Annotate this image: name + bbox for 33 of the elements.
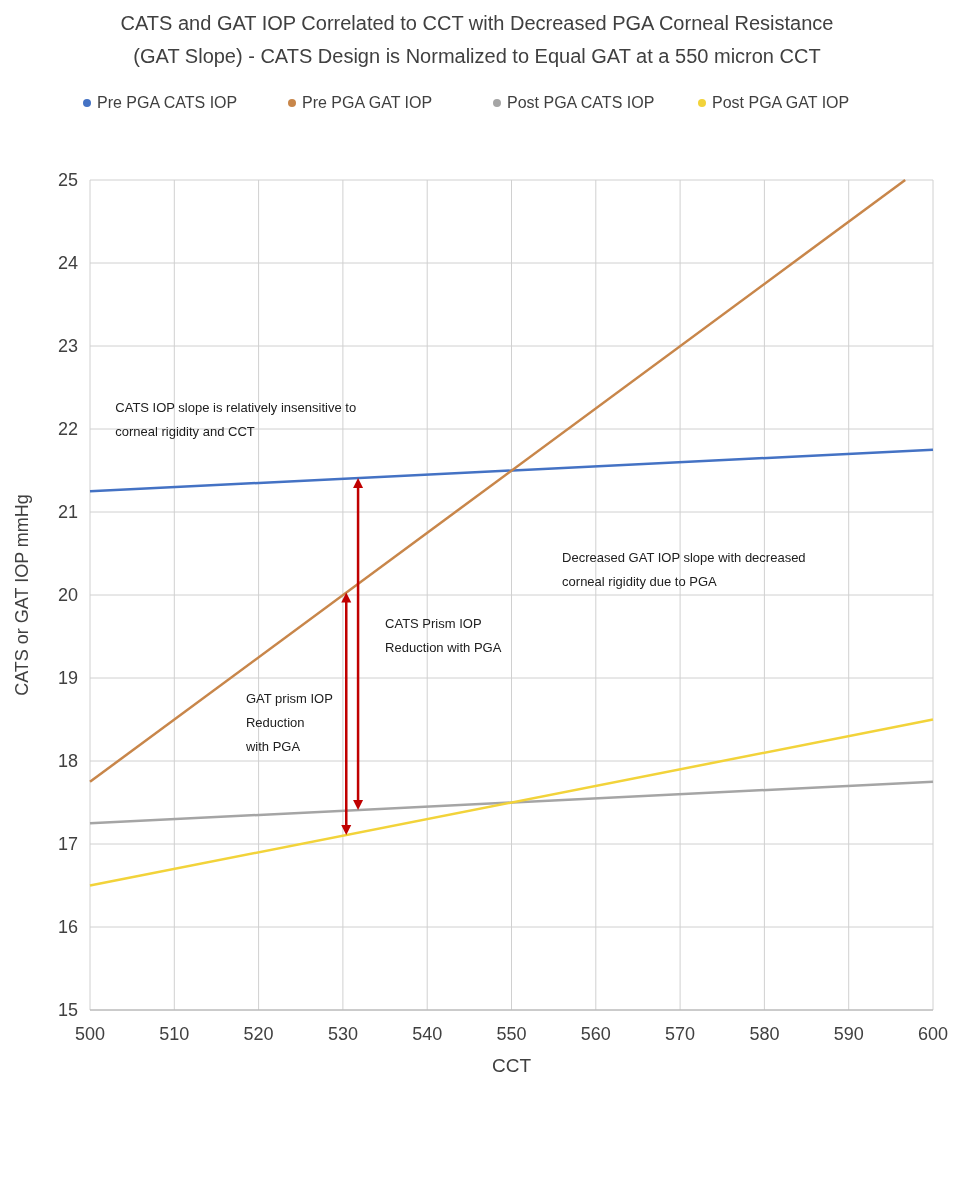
annotation: Decreased GAT IOP slope with decreased corneal rigidity due to PGA — [562, 549, 806, 589]
x-tick-label: 530 — [327, 1024, 358, 1044]
x-tick-label: 580 — [749, 1024, 780, 1044]
x-tick-label: 570 — [665, 1024, 696, 1044]
x-tick-label: 590 — [833, 1024, 864, 1044]
annotation: GAT prism IOP Reduction with PGA — [244, 690, 333, 754]
y-tick-label: 24 — [57, 253, 78, 274]
y-tick-label: 25 — [57, 170, 78, 191]
y-tick-label: 15 — [57, 1000, 78, 1021]
x-tick-label: 550 — [496, 1024, 527, 1044]
annotation: CATS Prism IOP Reduction with PGA — [385, 616, 502, 656]
y-tick-label: 16 — [57, 917, 78, 938]
x-axis-title: CCT — [491, 1055, 532, 1076]
x-tick-label: 500 — [74, 1024, 106, 1044]
x-tick-label: 540 — [412, 1024, 443, 1044]
annotation: CATS IOP slope is relatively insensitive to corneal rigidity and CCT — [115, 400, 357, 440]
y-axis-title: CATS or GAT IOP mmHg — [12, 494, 32, 696]
y-tick-label: 19 — [57, 668, 78, 689]
y-tick-label: 23 — [57, 336, 78, 357]
x-tick-label: 510 — [159, 1024, 190, 1044]
x-tick-label: 520 — [243, 1024, 274, 1044]
legend-label: Pre PGA GAT IOP — [302, 94, 433, 111]
x-tick-label: 600 — [917, 1024, 949, 1044]
legend-label: Post PGA GAT IOP — [712, 94, 850, 111]
y-tick-label: 18 — [57, 751, 78, 772]
y-tick-label: 17 — [57, 834, 78, 855]
y-tick-label: 20 — [57, 585, 78, 606]
legend-label: Pre PGA CATS IOP — [97, 94, 238, 111]
y-tick-label: 22 — [57, 419, 78, 440]
legend-label: Post PGA CATS IOP — [507, 94, 655, 111]
chart-title: CATS and GAT IOP Correlated to CCT with Decreased PGA Corneal Resistance (GAT Slope) - CATS Design is Normalized to Equal GAT at a 550 micron CCT — [120, 12, 834, 67]
x-tick-label: 560 — [580, 1024, 611, 1044]
y-tick-label: 21 — [57, 502, 78, 523]
